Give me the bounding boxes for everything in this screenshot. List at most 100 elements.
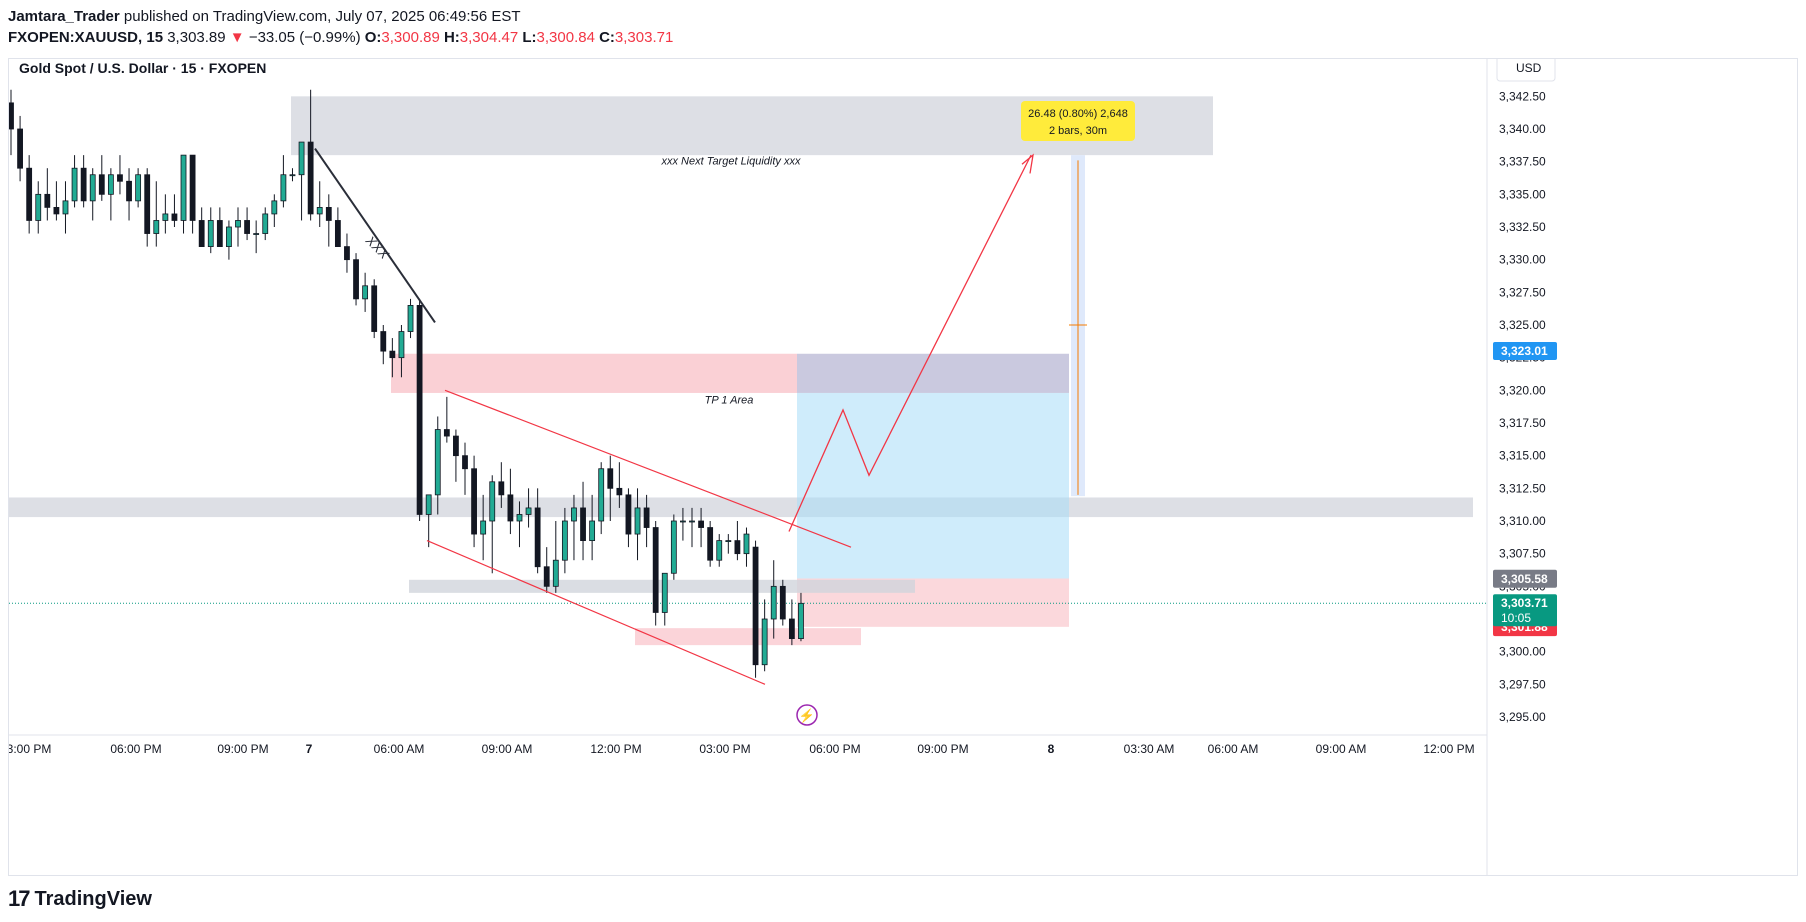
candle[interactable] [434,416,441,515]
candle[interactable] [788,599,795,646]
candle[interactable] [271,194,278,228]
support-zone[interactable] [9,497,1473,518]
candle[interactable] [525,488,532,528]
candle[interactable] [107,168,114,221]
candle[interactable] [707,521,714,567]
candle[interactable] [489,475,496,574]
candle[interactable] [498,462,505,508]
candle[interactable] [280,155,287,208]
candle[interactable] [17,115,23,182]
candle[interactable] [153,181,160,247]
candle[interactable] [98,155,105,201]
candle[interactable] [689,507,695,548]
candle[interactable] [752,540,759,678]
candle[interactable] [53,181,60,221]
candle[interactable] [189,154,196,234]
candle[interactable] [725,534,732,554]
candle[interactable] [680,507,686,541]
candle[interactable] [425,494,432,548]
candle[interactable] [216,207,223,248]
channel-lower-line[interactable] [426,540,766,685]
downtrend-line[interactable] [314,148,436,323]
candle[interactable] [144,168,151,247]
candle[interactable] [761,599,768,672]
gray-price-tag[interactable] [1493,569,1557,588]
candle[interactable] [325,194,332,247]
candle[interactable] [371,279,378,339]
candle[interactable] [552,521,559,593]
candle[interactable] [9,89,14,156]
tp1-zone[interactable] [391,353,797,393]
candle[interactable] [571,494,577,561]
long-target-overlap[interactable] [797,353,1069,393]
long-target-box[interactable] [797,392,1069,579]
tradingview-logo[interactable]: 17 TradingView [8,884,152,914]
candle[interactable] [480,494,487,561]
candle[interactable] [598,462,605,535]
candle[interactable] [670,514,677,580]
candle[interactable] [316,181,323,228]
current-price-tag[interactable] [1493,594,1557,627]
candle[interactable] [443,396,450,443]
demand-zone[interactable] [635,628,861,646]
candle[interactable] [344,233,350,273]
candle[interactable] [743,527,750,567]
candle[interactable] [89,168,96,221]
candle[interactable] [698,507,704,548]
candle[interactable] [253,220,260,254]
candle[interactable] [625,488,632,548]
candle[interactable] [561,507,568,574]
candle[interactable] [389,338,396,378]
candle[interactable] [62,181,69,234]
candle[interactable] [162,194,169,234]
candle[interactable] [398,325,405,378]
candle[interactable] [453,429,459,482]
candle[interactable] [652,521,659,626]
measure-tooltip[interactable] [1021,101,1135,141]
candle[interactable] [226,220,232,260]
candle[interactable] [289,168,296,182]
currency-button[interactable] [1496,59,1556,82]
chart-canvas[interactable]: XXX xxx Next Target Liquidity xxx TP 1 Are… [9,59,1797,875]
candle[interactable] [543,547,550,593]
candle[interactable] [416,298,423,522]
candle[interactable] [262,207,269,241]
candle[interactable] [180,154,187,234]
candle[interactable] [407,298,414,339]
candle[interactable] [716,534,723,567]
candle[interactable] [607,455,614,522]
candle[interactable] [307,89,314,221]
candle[interactable] [534,488,541,574]
lightning-event-icon[interactable] [796,704,818,726]
candle[interactable] [35,181,42,234]
chart-frame[interactable]: XXX xxx Next Target Liquidity xxx TP 1 Are… [8,58,1798,876]
candle[interactable] [235,207,241,247]
candle[interactable] [507,468,514,535]
candle[interactable] [126,168,132,221]
candle[interactable] [244,207,250,241]
candle[interactable] [44,168,51,221]
candle[interactable] [779,579,786,626]
candle[interactable] [353,253,359,306]
candle[interactable] [798,592,804,642]
candle[interactable] [616,462,623,508]
candle[interactable] [207,207,214,254]
candle[interactable] [117,155,123,195]
channel-upper-line[interactable] [444,389,852,548]
candle[interactable] [135,168,142,208]
candle[interactable] [334,207,341,248]
candle[interactable] [770,560,777,639]
candle[interactable] [80,155,87,208]
candle[interactable] [198,207,205,248]
candle[interactable] [661,572,668,626]
candle[interactable] [71,155,78,208]
candle[interactable] [589,494,596,561]
candle[interactable] [298,141,305,221]
candle[interactable] [634,488,641,561]
projection-path[interactable] [788,154,1032,532]
candle[interactable] [362,272,369,312]
candle[interactable] [516,501,523,548]
candle[interactable] [734,521,741,561]
candle[interactable] [26,155,33,234]
candle[interactable] [380,325,387,365]
